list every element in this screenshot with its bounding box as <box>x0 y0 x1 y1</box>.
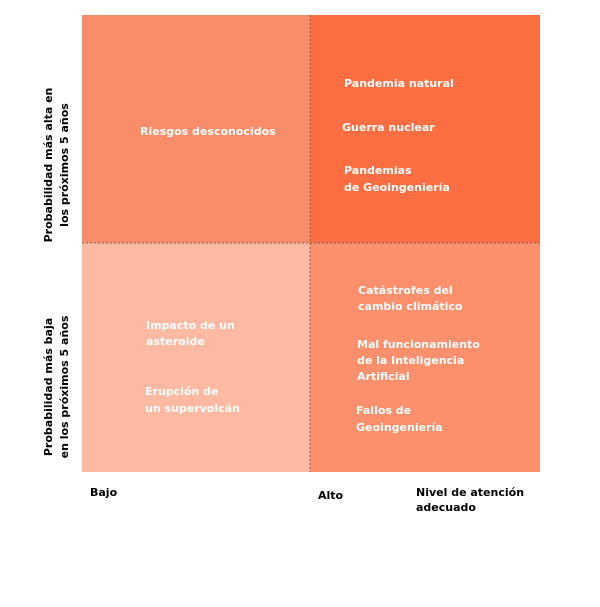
risk-item: Impacto de un <box>146 319 235 332</box>
x-label: Alto <box>318 489 344 502</box>
risk-item: cambio climático <box>358 300 463 313</box>
quadrant <box>82 15 310 243</box>
y-label: en los próximos 5 años <box>58 315 71 458</box>
risk-item: Fallos de <box>356 404 411 417</box>
risk-item: de la Inteligencia <box>357 354 464 367</box>
risk-item: Erupción de <box>145 385 219 398</box>
risk-item: asteroide <box>146 335 205 348</box>
x-label: Bajo <box>90 486 118 499</box>
risk-item: Mal funcionamiento <box>357 338 480 351</box>
risk-item: Artificial <box>357 370 410 383</box>
y-label: Probabilidad más baja <box>42 318 55 456</box>
risk-item: Pandemia natural <box>344 77 454 90</box>
risk-item: Geoingeniería <box>356 421 443 434</box>
quadrant <box>310 243 540 472</box>
quadrant <box>310 15 540 243</box>
x-title: Nivel de atención <box>416 486 524 499</box>
y-label: los próximos 5 años <box>58 103 71 227</box>
risk-item: Guerra nuclear <box>342 121 435 134</box>
risk-item: Pandemias <box>344 164 412 177</box>
x-title: adecuado <box>416 501 476 514</box>
risk-item: Riesgos desconocidos <box>140 125 276 138</box>
risk-item: de Geoingeniería <box>344 181 450 194</box>
quadrant <box>82 243 310 472</box>
y-label: Probabilidad más alta en <box>42 88 55 243</box>
risk-item: Catástrofes del <box>358 284 453 297</box>
risk-item: un supervolcán <box>145 402 240 415</box>
